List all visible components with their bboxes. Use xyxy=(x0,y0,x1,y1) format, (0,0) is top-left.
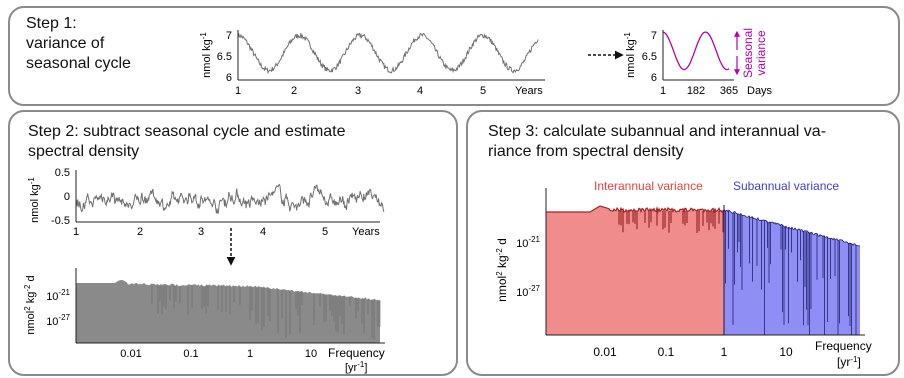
step1-xtick: 4 xyxy=(417,85,423,97)
step3-xunit: [yr-1] xyxy=(837,355,861,369)
step2-spec-xtick: 0.1 xyxy=(183,348,198,360)
inset-ytick: 7 xyxy=(651,30,657,42)
step2-spectrum-plot: 10-21 10-27 nmol2 kg-2 d 0.01 0.1 1 10 F… xyxy=(23,268,385,374)
step3-title: Step 3: calculate subannual and interann… xyxy=(488,122,826,162)
step2-spec-xtick: 1 xyxy=(247,348,253,360)
step1-xtick: 2 xyxy=(291,85,297,97)
step2-spec-ytick: 10-27 xyxy=(46,313,70,328)
step3-title-line: Step 3: calculate subannual and interann… xyxy=(488,123,827,140)
inset-ylabel: nmol kg-1 xyxy=(623,32,637,78)
step3-xtick: 10 xyxy=(779,345,793,359)
step1-xtick: 1 xyxy=(235,85,241,97)
step1-title: Step 1: variance of seasonal cycle xyxy=(26,14,131,74)
step2-ytick: -0.5 xyxy=(51,215,70,227)
step2-xtick: 5 xyxy=(322,226,328,238)
step3-ylabel: nmol2 kg-2 d xyxy=(495,238,509,302)
step1-title-line: Step 1: xyxy=(26,15,77,32)
step1-ytick: 6.5 xyxy=(217,51,232,63)
step2-title-line: spectral density xyxy=(28,143,140,160)
step2-anomaly-line xyxy=(75,183,385,214)
inset-ytick: 6 xyxy=(651,72,657,84)
step2-title-line: Step 2: subtract seasonal cycle and esti… xyxy=(28,123,346,140)
step2-spec-xtick: 10 xyxy=(305,348,317,360)
seasonal-cycle-line xyxy=(662,31,730,71)
step2-xtick: 3 xyxy=(198,226,204,238)
seasonal-variance-label: variance xyxy=(754,30,768,76)
step2-ytick: 0.5 xyxy=(55,167,70,179)
step2-xtick: 4 xyxy=(260,226,266,238)
step2-anomaly-plot: 0.5 0 -0.5 nmol kg-1 1 2 3 4 5 Years xyxy=(27,167,385,238)
interannual-label: Interannual variance xyxy=(594,179,703,193)
step2-xtick: 2 xyxy=(137,226,143,238)
step2-spectrum-line xyxy=(151,286,381,340)
inset-ytick: 6.5 xyxy=(642,51,657,63)
inset-xlabel: Days xyxy=(747,85,773,97)
step2-spec-xtick: 0.01 xyxy=(120,348,141,360)
step1-ytick: 7 xyxy=(226,30,232,42)
inset-xtick: 365 xyxy=(720,85,738,97)
inset-xtick: 1 xyxy=(660,85,666,97)
step1-timeseries-line xyxy=(237,32,539,74)
step1-xtick: 5 xyxy=(480,85,486,97)
seasonal-variance-label: Seasonal xyxy=(741,28,755,78)
step3-ytick: 10-27 xyxy=(516,284,540,299)
step2-ytick: 0 xyxy=(64,191,70,203)
inset-xtick: 182 xyxy=(687,85,705,97)
step2-xlabel: Years xyxy=(352,226,380,238)
step2-spec-xlabel: Frequency xyxy=(328,346,385,360)
step2-ylabel: nmol kg-1 xyxy=(27,177,41,223)
step3-xtick: 1 xyxy=(721,345,728,359)
step1-xtick: 3 xyxy=(355,85,361,97)
step3-xtick: 0.1 xyxy=(658,345,675,359)
step1-ylabel: nmol kg-1 xyxy=(199,32,213,78)
step1-title-line: seasonal cycle xyxy=(26,55,131,72)
step3-xlabel: Frequency xyxy=(815,339,872,353)
step1-title-line: variance of xyxy=(26,35,105,52)
interannual-area xyxy=(546,206,724,335)
step2-spectrum-area xyxy=(76,280,380,343)
step3-ytick: 10-21 xyxy=(516,235,540,250)
step3-xtick: 0.01 xyxy=(593,345,617,359)
step1-ytick: 6 xyxy=(226,72,232,84)
step3-title-line: riance from spectral density xyxy=(488,143,684,160)
subannual-line xyxy=(723,209,861,335)
step2-spec-ytick: 10-21 xyxy=(46,288,70,303)
interannual-line xyxy=(546,205,725,233)
step2-spec-ylabel: nmol2 kg-2 d xyxy=(23,275,37,334)
step1-panel: Step 1: variance of seasonal cycle xyxy=(8,6,900,106)
step1-xlabel: Years xyxy=(515,85,543,97)
subannual-area xyxy=(724,209,860,335)
subannual-label: Subannual variance xyxy=(733,179,839,193)
step3-spectrum-plot: Interannual variance Subannual variance … xyxy=(495,179,872,369)
step2-xtick: 1 xyxy=(73,226,79,238)
step1-seasonal-inset: 7 6.5 6 nmol kg-1 1 182 365 Days Seasona… xyxy=(623,28,773,97)
step2-spec-xunit: [yr-1] xyxy=(345,360,367,374)
step1-timeseries-plot: 7 6.5 6 nmol kg-1 1 2 3 4 5 Years xyxy=(199,30,545,97)
step2-title: Step 2: subtract seasonal cycle and esti… xyxy=(28,122,346,162)
